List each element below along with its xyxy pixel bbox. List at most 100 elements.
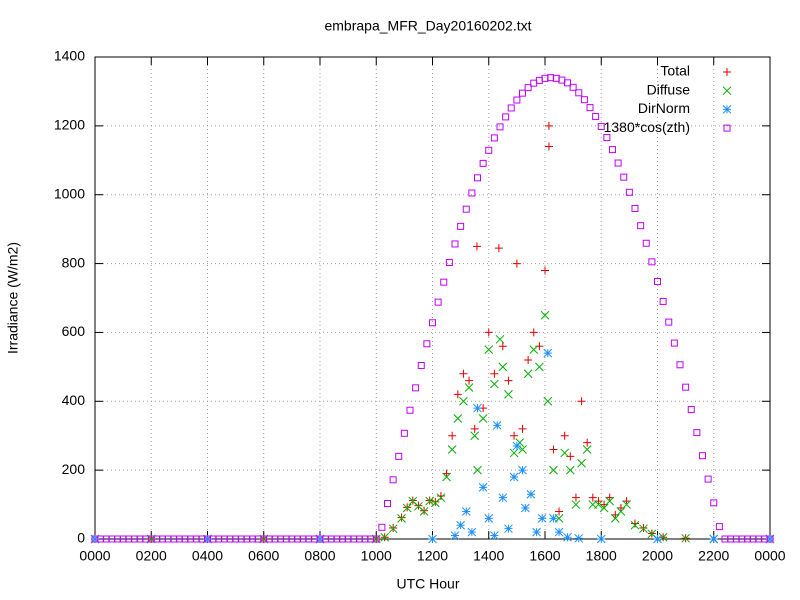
point <box>417 361 425 369</box>
point <box>564 79 571 87</box>
point <box>484 345 494 354</box>
point <box>504 390 513 399</box>
point <box>90 534 100 544</box>
point <box>540 310 550 320</box>
point <box>582 445 592 454</box>
point <box>597 123 605 131</box>
point <box>429 319 436 327</box>
x-tick-label: 2000 <box>642 548 673 564</box>
point <box>526 489 536 499</box>
point <box>614 159 622 167</box>
y-tick-label: 1400 <box>54 48 85 64</box>
point <box>560 448 570 458</box>
x-tick-label: 1800 <box>586 548 617 564</box>
point <box>479 159 487 167</box>
point <box>440 278 448 286</box>
point <box>494 244 503 253</box>
legend-marker <box>723 124 731 132</box>
point <box>586 104 594 112</box>
point <box>434 298 442 306</box>
point <box>518 465 527 475</box>
point <box>436 491 445 500</box>
point <box>529 328 538 337</box>
legend-label: 1380*cos(zth) <box>604 119 690 135</box>
point <box>670 339 678 347</box>
point <box>665 318 673 326</box>
y-tick-label: 1200 <box>54 117 85 133</box>
point <box>529 345 539 354</box>
point <box>532 527 541 537</box>
point <box>616 507 626 516</box>
point <box>450 531 460 540</box>
point <box>569 83 577 91</box>
legend-marker <box>722 86 732 96</box>
point <box>456 520 465 530</box>
point <box>372 535 380 543</box>
point <box>709 534 719 544</box>
point <box>504 524 513 534</box>
point <box>510 431 519 440</box>
point <box>495 334 505 344</box>
y-tick-label: 400 <box>62 392 86 408</box>
point <box>490 134 498 142</box>
point <box>565 465 575 475</box>
point <box>509 448 519 458</box>
point <box>676 361 684 369</box>
point <box>490 379 499 389</box>
point <box>682 383 690 391</box>
point <box>715 523 723 531</box>
point <box>459 369 468 378</box>
point <box>625 188 633 196</box>
point <box>577 397 586 406</box>
point <box>447 445 457 454</box>
point <box>543 348 553 358</box>
point <box>637 222 645 230</box>
point <box>465 376 474 385</box>
point <box>445 259 453 267</box>
point <box>693 429 701 437</box>
point <box>549 445 558 454</box>
point <box>423 340 431 348</box>
point <box>478 414 488 423</box>
point <box>699 452 706 460</box>
point <box>397 513 406 523</box>
point <box>504 376 513 385</box>
x-tick-label: 0400 <box>192 548 223 564</box>
point <box>459 396 468 406</box>
point <box>659 297 667 305</box>
point <box>710 499 718 507</box>
point <box>406 406 414 414</box>
legend-label: Total <box>660 63 690 79</box>
point <box>448 431 457 440</box>
point <box>315 534 325 544</box>
point <box>605 496 615 506</box>
point <box>537 513 547 523</box>
point <box>541 266 549 275</box>
point <box>594 500 603 509</box>
point <box>765 534 775 544</box>
point <box>523 369 533 379</box>
point <box>507 104 515 112</box>
y-axis-label: Irradiance (W/m2) <box>5 242 21 354</box>
point <box>639 524 648 534</box>
point <box>453 414 463 423</box>
point <box>467 527 477 537</box>
point <box>509 472 519 482</box>
legend-marker <box>722 105 732 114</box>
point <box>518 424 527 433</box>
point <box>654 277 661 285</box>
point <box>485 146 493 154</box>
point <box>473 465 482 475</box>
point <box>484 328 493 337</box>
x-tick-label: 1200 <box>417 548 448 564</box>
point <box>580 96 588 104</box>
point <box>658 532 668 542</box>
point <box>648 258 656 266</box>
point <box>389 476 397 484</box>
x-tick-label: 1400 <box>473 548 504 564</box>
point <box>563 532 572 542</box>
y-tick-label: 600 <box>62 323 86 339</box>
point <box>631 519 639 528</box>
point <box>513 96 521 104</box>
